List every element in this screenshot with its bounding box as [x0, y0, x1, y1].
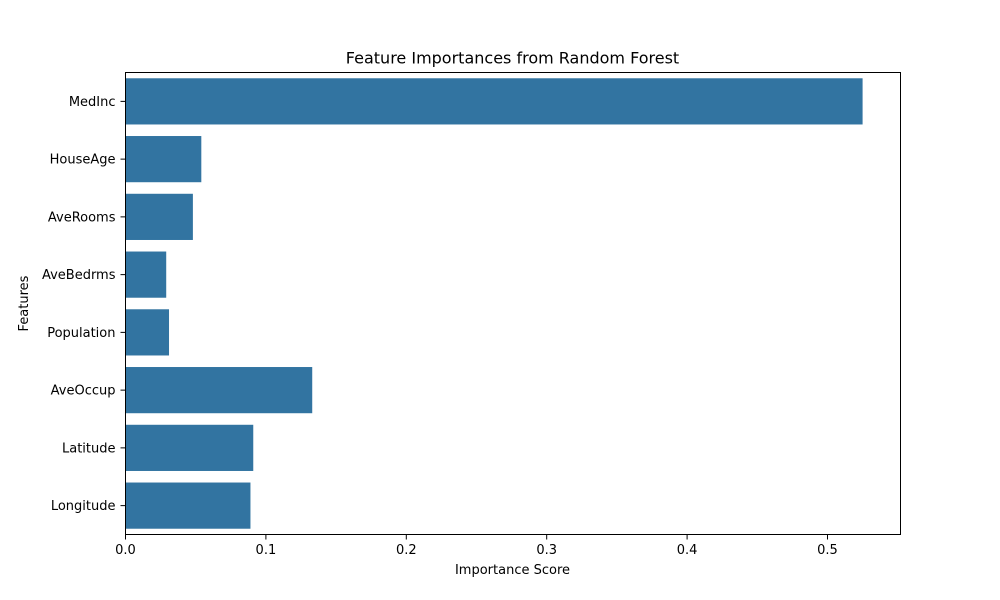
bar-longitude [125, 482, 251, 529]
x-axis-ticks: 0.0 0.1 0.2 0.3 0.4 0.5 [115, 534, 838, 558]
bar-latitude [125, 424, 254, 471]
bar-aveoccup [125, 367, 313, 414]
x-tick-label: 0.0 [115, 543, 136, 558]
x-tick-label: 0.1 [256, 543, 277, 558]
plot-frame [125, 72, 901, 535]
bar-group [125, 78, 863, 529]
y-tick-label: HouseAge [50, 153, 116, 168]
y-tick-label: MedInc [69, 95, 116, 110]
y-tick-label: Longitude [51, 499, 116, 514]
y-axis-label: Features [17, 275, 32, 331]
y-tick-label: AveBedrms [42, 268, 116, 283]
y-tick-label: Latitude [62, 441, 116, 456]
bar-averooms [125, 193, 193, 240]
x-tick-label: 0.3 [536, 543, 557, 558]
y-tick-label: Population [47, 326, 115, 341]
y-tick-label: AveOccup [51, 384, 116, 399]
chart-title: Feature Importances from Random Forest [346, 49, 679, 68]
bar-medinc [125, 78, 863, 125]
y-tick-label: AveRooms [48, 210, 116, 225]
y-axis-ticks: MedInc HouseAge AveRooms AveBedrms Populatio… [42, 95, 126, 514]
x-tick-label: 0.5 [817, 543, 838, 558]
bar-avebedrms [125, 251, 167, 298]
x-axis-label: Importance Score [455, 563, 570, 578]
bar-population [125, 309, 170, 356]
bar-houseage [125, 136, 202, 183]
x-tick-label: 0.2 [396, 543, 417, 558]
x-tick-label: 0.4 [677, 543, 698, 558]
